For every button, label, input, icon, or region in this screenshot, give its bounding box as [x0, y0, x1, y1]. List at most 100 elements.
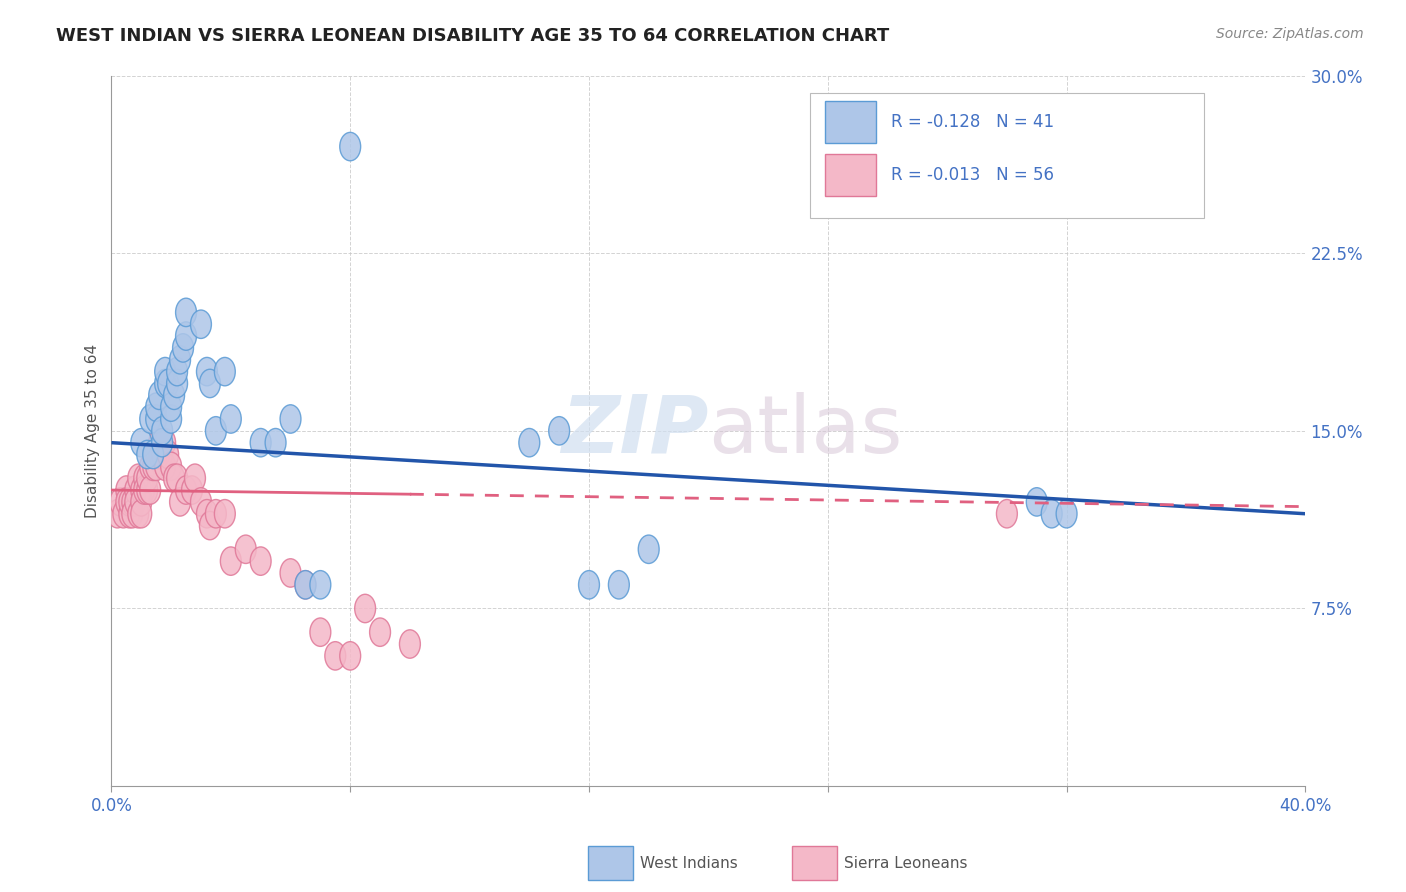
- Ellipse shape: [221, 547, 242, 575]
- Ellipse shape: [638, 535, 659, 564]
- Ellipse shape: [399, 630, 420, 658]
- Ellipse shape: [205, 500, 226, 528]
- Text: R = -0.128   N = 41: R = -0.128 N = 41: [891, 112, 1054, 131]
- Ellipse shape: [163, 381, 184, 409]
- Ellipse shape: [110, 488, 131, 516]
- FancyBboxPatch shape: [825, 154, 876, 196]
- Ellipse shape: [146, 405, 167, 434]
- Ellipse shape: [167, 369, 187, 398]
- Ellipse shape: [295, 571, 316, 599]
- Ellipse shape: [120, 500, 139, 528]
- Ellipse shape: [200, 511, 221, 540]
- Ellipse shape: [131, 488, 152, 516]
- Ellipse shape: [131, 428, 152, 457]
- Ellipse shape: [370, 618, 391, 647]
- Ellipse shape: [200, 369, 221, 398]
- Ellipse shape: [146, 441, 167, 468]
- Ellipse shape: [143, 452, 163, 481]
- Ellipse shape: [143, 441, 163, 468]
- Ellipse shape: [266, 428, 285, 457]
- Ellipse shape: [122, 488, 143, 516]
- Ellipse shape: [170, 345, 190, 374]
- Ellipse shape: [221, 405, 242, 434]
- Ellipse shape: [160, 452, 181, 481]
- Ellipse shape: [131, 475, 152, 504]
- Ellipse shape: [295, 571, 316, 599]
- Ellipse shape: [997, 500, 1018, 528]
- Text: ZIP: ZIP: [561, 392, 709, 470]
- Ellipse shape: [1056, 500, 1077, 528]
- Ellipse shape: [152, 428, 173, 457]
- Ellipse shape: [309, 571, 330, 599]
- Ellipse shape: [235, 535, 256, 564]
- Ellipse shape: [205, 417, 226, 445]
- Ellipse shape: [139, 405, 160, 434]
- Ellipse shape: [163, 464, 184, 492]
- Ellipse shape: [340, 641, 361, 670]
- Ellipse shape: [139, 475, 160, 504]
- Ellipse shape: [160, 393, 181, 421]
- Ellipse shape: [1042, 500, 1062, 528]
- Ellipse shape: [173, 334, 194, 362]
- Ellipse shape: [1026, 488, 1047, 516]
- Ellipse shape: [176, 322, 197, 351]
- Text: Source: ZipAtlas.com: Source: ZipAtlas.com: [1216, 27, 1364, 41]
- Ellipse shape: [519, 428, 540, 457]
- Ellipse shape: [155, 428, 176, 457]
- Ellipse shape: [125, 488, 146, 516]
- Ellipse shape: [155, 452, 176, 481]
- FancyBboxPatch shape: [825, 101, 876, 143]
- Ellipse shape: [340, 132, 361, 161]
- Ellipse shape: [160, 405, 181, 434]
- Ellipse shape: [107, 500, 128, 528]
- Ellipse shape: [190, 310, 211, 338]
- Ellipse shape: [134, 464, 155, 492]
- Ellipse shape: [122, 500, 143, 528]
- Ellipse shape: [280, 405, 301, 434]
- Text: West Indians: West Indians: [640, 856, 738, 871]
- Ellipse shape: [176, 298, 197, 326]
- Ellipse shape: [152, 441, 173, 468]
- Ellipse shape: [131, 500, 152, 528]
- Ellipse shape: [128, 464, 149, 492]
- Ellipse shape: [136, 441, 157, 468]
- Ellipse shape: [115, 475, 136, 504]
- Ellipse shape: [309, 618, 330, 647]
- Ellipse shape: [136, 475, 157, 504]
- Ellipse shape: [214, 358, 235, 386]
- Ellipse shape: [214, 500, 235, 528]
- Ellipse shape: [149, 381, 170, 409]
- Ellipse shape: [197, 500, 218, 528]
- FancyBboxPatch shape: [810, 94, 1204, 218]
- Ellipse shape: [146, 393, 167, 421]
- Ellipse shape: [143, 441, 163, 468]
- Ellipse shape: [167, 358, 187, 386]
- Ellipse shape: [184, 464, 205, 492]
- Ellipse shape: [250, 428, 271, 457]
- Ellipse shape: [325, 641, 346, 670]
- Ellipse shape: [146, 452, 167, 481]
- Ellipse shape: [139, 452, 160, 481]
- Text: atlas: atlas: [709, 392, 903, 470]
- Ellipse shape: [120, 488, 139, 516]
- Ellipse shape: [176, 475, 197, 504]
- Ellipse shape: [548, 417, 569, 445]
- Ellipse shape: [250, 547, 271, 575]
- Ellipse shape: [128, 500, 149, 528]
- Ellipse shape: [578, 571, 599, 599]
- Ellipse shape: [197, 358, 218, 386]
- Text: Sierra Leoneans: Sierra Leoneans: [844, 856, 967, 871]
- Ellipse shape: [152, 417, 173, 445]
- Ellipse shape: [170, 488, 190, 516]
- Ellipse shape: [149, 428, 170, 457]
- Ellipse shape: [155, 369, 176, 398]
- Ellipse shape: [136, 464, 157, 492]
- Y-axis label: Disability Age 35 to 64: Disability Age 35 to 64: [86, 343, 100, 518]
- Ellipse shape: [181, 475, 202, 504]
- Ellipse shape: [354, 594, 375, 623]
- Ellipse shape: [134, 475, 155, 504]
- Ellipse shape: [155, 358, 176, 386]
- Ellipse shape: [280, 558, 301, 587]
- Ellipse shape: [112, 500, 134, 528]
- Ellipse shape: [157, 369, 179, 398]
